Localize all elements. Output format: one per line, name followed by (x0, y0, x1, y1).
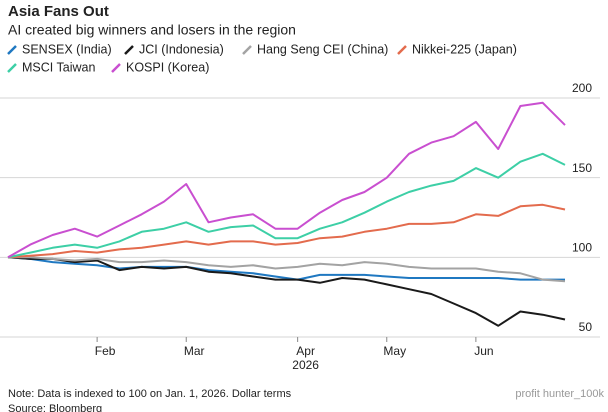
y-tick-label: 50 (579, 320, 593, 334)
legend-swatch (124, 45, 134, 55)
series-line (7, 256, 566, 327)
x-tick-label: Feb (95, 344, 116, 358)
series-line (8, 256, 566, 283)
x-tick-label: Jun (474, 344, 493, 358)
legend-swatch (397, 45, 407, 55)
legend-swatch (7, 45, 17, 55)
series-line (7, 152, 566, 259)
source: Source: Bloomberg (8, 403, 102, 412)
series-line (7, 203, 566, 259)
chart-title: Asia Fans Out (8, 3, 109, 20)
legend-label: JCI (Indonesia) (139, 42, 224, 56)
legend-label: SENSEX (India) (22, 42, 112, 56)
legend-swatch (7, 63, 17, 73)
x-year-label: 2026 (292, 358, 319, 372)
x-tick-label: May (383, 344, 406, 358)
legend-label: Hang Seng CEI (China) (257, 42, 388, 56)
y-tick-label: 150 (572, 161, 592, 175)
legend-swatch (242, 45, 252, 55)
series-line (7, 101, 566, 259)
y-tick-label: 200 (572, 81, 592, 95)
note: Note: Data is indexed to 100 on Jan. 1, … (8, 388, 292, 400)
legend-label: KOSPI (Korea) (126, 60, 209, 74)
x-tick-label: Mar (184, 344, 205, 358)
watermark: profit hunter_100k (515, 388, 604, 400)
y-tick-label: 100 (572, 241, 592, 255)
legend-label: MSCI Taiwan (22, 60, 95, 74)
x-tick-label: Apr (296, 344, 315, 358)
chart-subtitle: AI created big winners and losers in the… (8, 22, 296, 38)
legend-label: Nikkei-225 (Japan) (412, 42, 517, 56)
legend-swatch (111, 63, 121, 73)
series-line (7, 256, 565, 281)
